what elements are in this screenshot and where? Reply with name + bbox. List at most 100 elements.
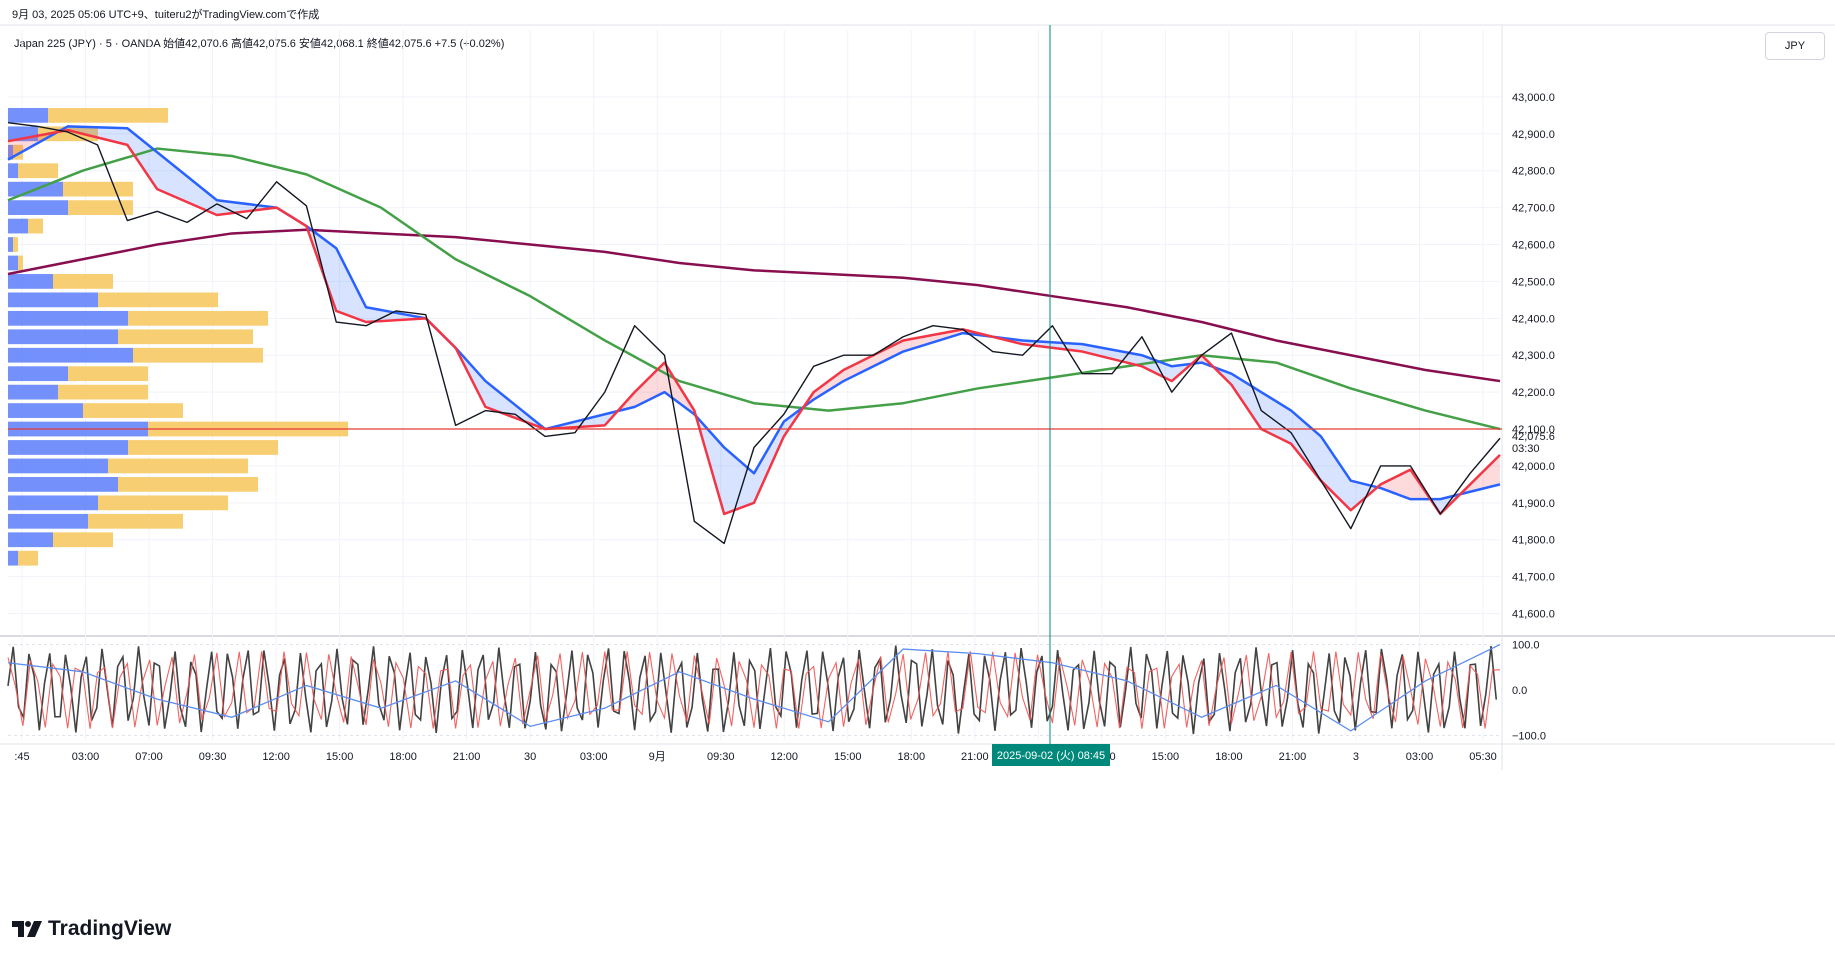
vp-up-bar: [8, 532, 53, 548]
osc-signal-line: [7, 651, 1501, 729]
vp-up-bar: [8, 477, 118, 492]
x-tick-label: 09:30: [199, 751, 227, 763]
ema-fill: [1313, 429, 1321, 481]
y-tick-label: 43,000.0: [1512, 92, 1555, 104]
vp-up-bar: [8, 495, 98, 511]
x-tick-label: 18:00: [1215, 751, 1243, 763]
vp-down-bar: [58, 384, 148, 400]
ema-fill: [709, 430, 717, 489]
ema-fill: [1492, 454, 1500, 487]
y-tick-label: 42,000.0: [1512, 461, 1555, 473]
tradingview-brand[interactable]: TradingView: [12, 917, 171, 941]
vp-up-bar: [8, 366, 68, 382]
ema_slow-line: [7, 125, 1501, 501]
y-tick-label: 41,600.0: [1512, 609, 1555, 621]
ema-fill: [194, 182, 202, 209]
ema-fill: [336, 248, 344, 314]
vp-down-bar: [38, 126, 98, 142]
ema-fill: [1268, 396, 1277, 437]
vp-down-bar: [48, 107, 168, 123]
vp-down-bar: [18, 255, 23, 271]
x-tick-label: 03:00: [1406, 751, 1434, 763]
ema-fill: [1231, 373, 1239, 396]
ema-fill: [477, 372, 486, 407]
x-tick-label: :45: [14, 751, 29, 763]
vp-down-bar: [53, 274, 113, 289]
y-tick-label: 42,400.0: [1512, 313, 1555, 325]
x-tick-label: 03:00: [580, 751, 608, 763]
ema-fill: [1164, 363, 1172, 382]
ema-fill: [1320, 436, 1329, 489]
last-price-label: 42,075.6: [1512, 431, 1555, 443]
ema-fill: [164, 158, 173, 196]
vp-up-bar: [8, 329, 118, 345]
ema-fill: [119, 128, 128, 145]
x-tick-label: 12:00: [262, 751, 290, 763]
ema-fill: [724, 447, 732, 514]
x-tick-label: 15:00: [326, 751, 354, 763]
ema-fill: [1261, 392, 1269, 433]
ema-fill: [179, 170, 188, 203]
axes: 43,000.0 42,900.0 42,800.0 42,700.0 42,600.0…: [14, 92, 1554, 763]
ema-fill: [1328, 447, 1336, 496]
created-line: 9月 03, 2025 05:06 UTC+9、tuiteru2がTrading…: [12, 9, 320, 21]
ema-fill: [358, 292, 367, 323]
ema-fill: [149, 146, 158, 190]
y-tick-label: 42,100.0: [1512, 424, 1555, 436]
vp-down-bar: [83, 403, 183, 418]
x-tick-label: 15:00: [1152, 751, 1180, 763]
ema-fill: [1127, 352, 1135, 365]
ema-fill: [157, 152, 165, 193]
indicator-lines: [7, 122, 1502, 545]
cursor-date-box: [992, 744, 1110, 766]
ema-fill: [1335, 458, 1344, 503]
vp-up-bar: [8, 163, 18, 179]
ema-fill: [485, 381, 493, 410]
vp-down-bar: [63, 181, 133, 197]
y-tick-label: 42,900.0: [1512, 129, 1555, 141]
volume-profile: [8, 107, 348, 566]
vp-down-bar: [98, 495, 228, 511]
ema-fill: [671, 374, 680, 404]
vp-down-bar: [128, 310, 268, 326]
ema-fill: [1298, 417, 1307, 463]
vp-down-bar: [118, 329, 253, 345]
x-tick-label: 9月: [649, 751, 666, 763]
vp-down-bar: [98, 292, 218, 308]
osc-d-line: [7, 643, 1501, 732]
osc-tick-label: 100.0: [1512, 640, 1540, 652]
y-tick-label: 41,700.0: [1512, 572, 1555, 584]
vp-up-bar: [8, 550, 18, 566]
ema-fill: [1112, 349, 1120, 361]
ema-fill: [1440, 497, 1448, 514]
y-tick-label: 41,900.0: [1512, 498, 1555, 510]
vp-up-bar: [8, 440, 128, 455]
vp-down-bar: [18, 163, 58, 179]
ema-fill: [30, 135, 38, 148]
vp-down-bar: [108, 458, 248, 474]
ma_long-line: [7, 228, 1501, 383]
ema-fill: [515, 405, 523, 421]
ema-fill: [1477, 469, 1486, 490]
ema_fast-line: [7, 128, 1501, 516]
currency-button[interactable]: JPY: [1765, 32, 1825, 60]
ema-fill: [134, 134, 143, 168]
x-tick-label: 30: [524, 751, 536, 763]
cursor-date-label: 2025-09-02 (火) 08:45: [997, 750, 1105, 762]
grid: [0, 24, 1835, 770]
ema-fill: [746, 466, 754, 506]
vp-down-bar: [68, 200, 133, 215]
tradingview-logo-icon: [12, 921, 42, 937]
y-tick-label: 42,800.0: [1512, 166, 1555, 178]
ema-fill: [104, 127, 113, 142]
ema-fill: [187, 176, 195, 206]
y-tick-label: 42,700.0: [1512, 203, 1555, 215]
markers: 2025-09-02 (火) 08:45 42,075.603:30: [992, 25, 1555, 766]
osc-k-line: [7, 645, 1498, 735]
ema-fill: [97, 127, 105, 140]
ema-fill: [231, 202, 240, 214]
ema-fill: [597, 414, 605, 426]
ema-fill: [1276, 401, 1284, 441]
y-tick-label: 42,500.0: [1512, 276, 1555, 288]
